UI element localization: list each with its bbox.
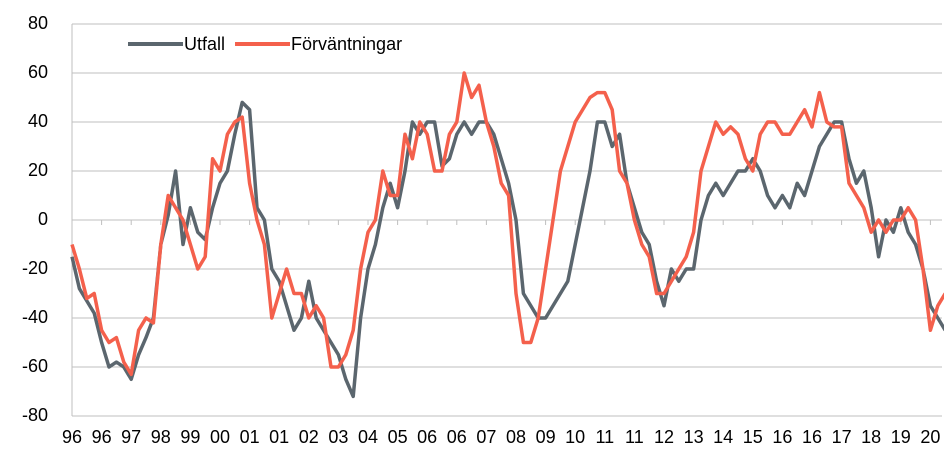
y-tick-label: 20 bbox=[28, 160, 48, 180]
x-tick-label: 17 bbox=[832, 427, 852, 447]
x-tick-label: 16 bbox=[802, 427, 822, 447]
x-tick-label: 07 bbox=[476, 427, 496, 447]
y-tick-label: 60 bbox=[28, 62, 48, 82]
y-tick-label: 80 bbox=[28, 13, 48, 33]
x-tick-label: 20 bbox=[920, 427, 940, 447]
x-tick-label: 97 bbox=[121, 427, 141, 447]
y-tick-label: -80 bbox=[22, 405, 48, 425]
x-tick-label: 96 bbox=[62, 427, 82, 447]
x-tick-label: 11 bbox=[595, 427, 614, 447]
x-tick-label: 13 bbox=[684, 427, 704, 447]
x-tick-label: 16 bbox=[772, 427, 792, 447]
line-series bbox=[70, 71, 944, 377]
x-tick-label: 01 bbox=[269, 427, 289, 447]
x-tick-label: 18 bbox=[861, 427, 881, 447]
x-tick-label: 01 bbox=[240, 427, 260, 447]
x-tick-label: 06 bbox=[447, 427, 467, 447]
y-tick-label: 40 bbox=[28, 111, 48, 131]
y-tick-label: -40 bbox=[22, 307, 48, 327]
x-tick-label: 11 bbox=[625, 427, 644, 447]
y-tick-label: -20 bbox=[22, 258, 48, 278]
x-tick-label: 10 bbox=[565, 427, 585, 447]
legend-label: Förväntningar bbox=[291, 34, 402, 54]
x-tick-label: 96 bbox=[92, 427, 112, 447]
x-tick-label: 15 bbox=[743, 427, 763, 447]
x-tick-label: 12 bbox=[654, 427, 674, 447]
x-tick-label: 08 bbox=[506, 427, 526, 447]
x-tick-label: 06 bbox=[417, 427, 437, 447]
x-tick-label: 14 bbox=[713, 427, 733, 447]
x-tick-label: 98 bbox=[151, 427, 171, 447]
y-tick-label: -60 bbox=[22, 356, 48, 376]
legend-label: Utfall bbox=[184, 34, 225, 54]
x-tick-label: 19 bbox=[891, 427, 911, 447]
x-tick-label: 00 bbox=[210, 427, 230, 447]
y-tick-label: 0 bbox=[38, 209, 48, 229]
x-tick-label: 05 bbox=[388, 427, 408, 447]
x-tick-label: 04 bbox=[358, 427, 378, 447]
x-tick-label: 03 bbox=[328, 427, 348, 447]
x-tick-label: 99 bbox=[180, 427, 200, 447]
line-series bbox=[70, 100, 944, 399]
x-tick-label: 02 bbox=[299, 427, 319, 447]
x-tick-label: 09 bbox=[536, 427, 556, 447]
